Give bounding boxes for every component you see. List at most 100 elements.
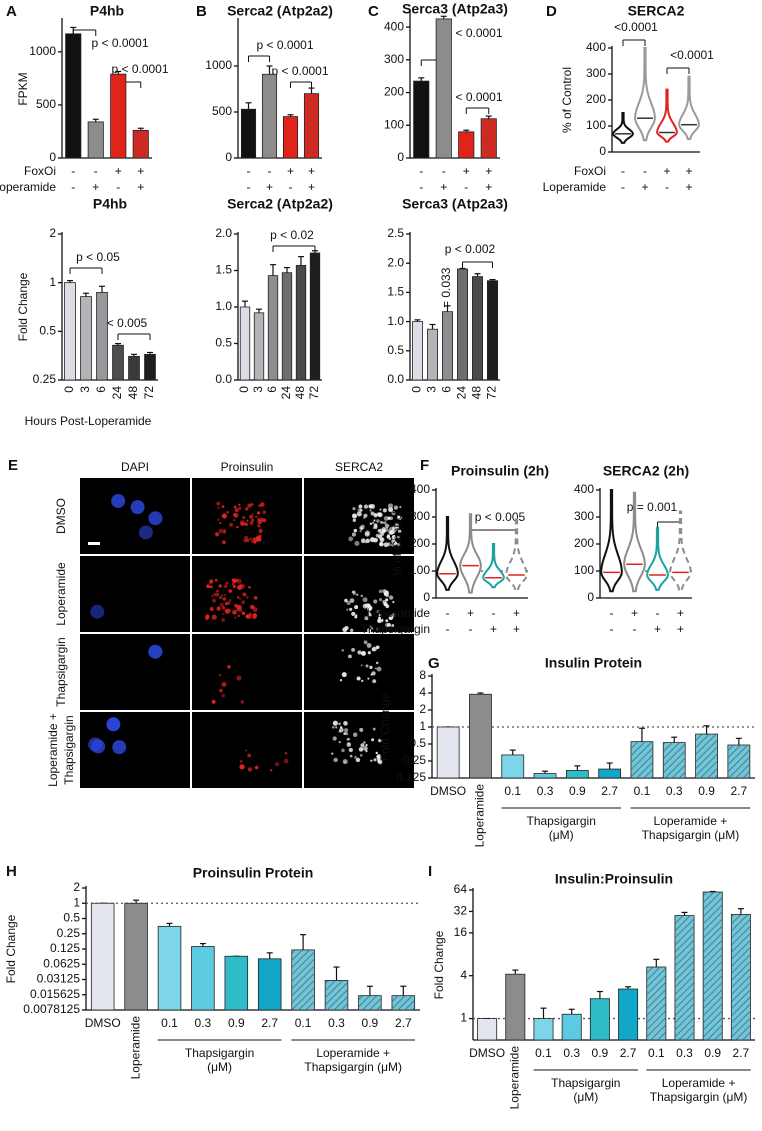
- cell-signal: [243, 535, 249, 541]
- bar: [239, 306, 251, 381]
- annotation: p < 0.0001: [445, 90, 502, 104]
- x-axis-label: Hours Post-Loperamide: [25, 414, 152, 428]
- condition-name: Loperamide: [0, 180, 56, 194]
- y-tick-label: 1: [460, 1011, 467, 1025]
- cell-signal: [247, 753, 252, 758]
- x-tick-label: 0.3: [676, 1046, 693, 1060]
- bar-hatch: [727, 745, 750, 778]
- chart-title: Insulin:Proinsulin: [555, 871, 673, 887]
- cell-signal: [383, 527, 389, 532]
- x-tick-label: 0.1: [634, 784, 651, 798]
- cell-signal: [360, 664, 363, 667]
- bar: [281, 272, 293, 381]
- cell-signal: [226, 511, 230, 514]
- cell-signal: [241, 611, 246, 615]
- y-tick-label: 0.5: [387, 343, 404, 357]
- cell-signal: [369, 509, 372, 512]
- annotation: p < 0.0001: [256, 38, 313, 52]
- cell-signal: [244, 522, 248, 526]
- cell-signal: [218, 584, 222, 588]
- cell-signal: [332, 720, 338, 726]
- cell-signal: [349, 598, 355, 603]
- row-label: Loperamide +: [46, 713, 60, 787]
- cell-signal: [223, 529, 226, 532]
- cell-signal: [252, 613, 258, 618]
- bar: [80, 296, 92, 381]
- y-axis-label: Fold Change: [378, 692, 392, 761]
- cell-signal: [352, 732, 358, 738]
- condition-sign: +: [654, 622, 661, 636]
- cell-signal: [270, 769, 273, 772]
- condition-sign: +: [663, 164, 670, 178]
- cell-signal: [236, 525, 239, 529]
- y-tick-label: 100: [574, 563, 594, 577]
- cell-signal: [385, 604, 390, 609]
- cell-signal: [374, 525, 378, 529]
- y-tick-label: 200: [410, 536, 430, 550]
- cell-signal: [257, 524, 261, 528]
- x-tick-label: 48: [293, 386, 307, 400]
- violin: [634, 47, 656, 142]
- x-tick-label: 0.9: [704, 1046, 721, 1060]
- cell-signal: [249, 514, 254, 520]
- cell-signal: [391, 510, 396, 516]
- x-tick-label: DMSO: [430, 784, 466, 798]
- cell-signal: [369, 625, 373, 628]
- cell-signal: [359, 529, 362, 533]
- cell-signal: [211, 595, 214, 598]
- x-tick-label: 3: [78, 386, 92, 393]
- cell-signal: [250, 503, 254, 507]
- cell-signal: [211, 614, 217, 620]
- condition-sign: +: [463, 164, 470, 178]
- y-tick-label: 0.03125: [37, 972, 81, 986]
- condition-sign: +: [513, 622, 520, 636]
- cell-signal: [221, 505, 225, 509]
- bar: [598, 768, 622, 779]
- cell-signal: [348, 654, 352, 659]
- condition-sign: +: [467, 606, 474, 620]
- cell-signal: [367, 603, 371, 608]
- cell-signal: [379, 541, 384, 547]
- y-tick-label: 0.25: [57, 926, 81, 940]
- y-tick-label: 0.125: [396, 770, 426, 784]
- cell-signal: [357, 650, 362, 655]
- cell-signal: [360, 594, 364, 598]
- bar: [565, 770, 589, 779]
- condition-sign: +: [137, 180, 144, 194]
- bar: [282, 116, 299, 159]
- violin: [623, 491, 646, 593]
- condition-sign: +: [685, 180, 692, 194]
- chart-title: Serca3 (Atp2a3): [402, 196, 508, 212]
- micrograph: [192, 556, 302, 632]
- cell-signal: [391, 613, 396, 618]
- cell-signal: [359, 508, 363, 512]
- x-tick-label: 2.7: [261, 1016, 278, 1030]
- micrograph: [80, 556, 190, 632]
- row-label: Thapsigargin: [54, 637, 68, 706]
- bar: [477, 1018, 498, 1041]
- cell-signal: [361, 650, 366, 656]
- cell-signal: [254, 765, 259, 770]
- micrograph: [80, 478, 190, 554]
- y-tick-label: 200: [574, 536, 594, 550]
- cell-signal: [90, 604, 105, 619]
- x-tick-label: 0.9: [698, 784, 715, 798]
- cell-signal: [375, 751, 378, 755]
- cell-signal: [341, 748, 345, 753]
- condition-sign: -: [419, 164, 423, 178]
- bar-hatch: [703, 891, 723, 1040]
- cell-signal: [232, 578, 237, 582]
- cell-signal: [215, 579, 218, 582]
- y-tick-label: 0.5: [39, 324, 56, 338]
- y-tick-label: 1: [73, 895, 80, 909]
- cell-signal: [231, 582, 234, 586]
- bar: [441, 311, 453, 381]
- cell-signal: [379, 508, 382, 511]
- x-tick-label: 0.3: [195, 1016, 212, 1030]
- cell-signal: [388, 595, 394, 600]
- chart-title: Serca3 (Atp2a3): [402, 1, 508, 17]
- cell-signal: [365, 664, 369, 668]
- y-tick-label: 1.0: [387, 314, 404, 328]
- cell-signal: [232, 584, 237, 588]
- micrograph: [304, 556, 414, 632]
